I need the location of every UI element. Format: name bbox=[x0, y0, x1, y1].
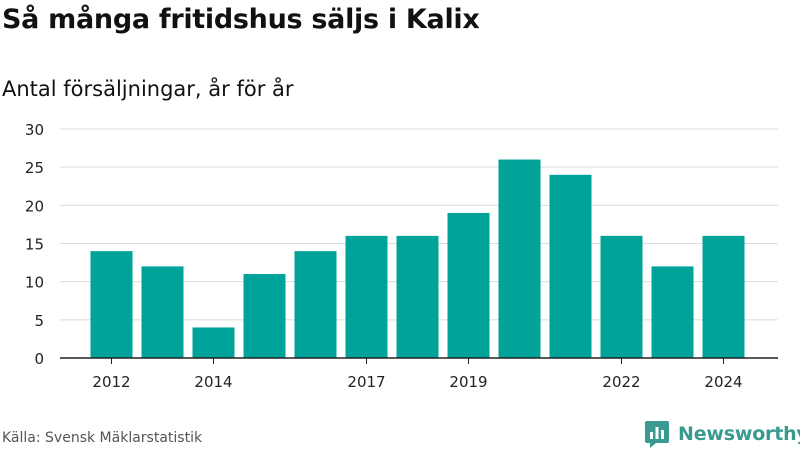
bar-2018 bbox=[396, 235, 439, 358]
x-tick-label: 2019 bbox=[449, 373, 487, 391]
y-tick-label: 25 bbox=[25, 159, 44, 177]
x-tick-label: 2022 bbox=[602, 373, 640, 391]
bar-2024 bbox=[702, 235, 745, 358]
brand-logo: Newsworthy bbox=[644, 419, 800, 449]
bar-2020 bbox=[498, 159, 541, 358]
bar-2023 bbox=[651, 266, 694, 358]
bar-2019 bbox=[447, 212, 490, 358]
x-tick-label: 2017 bbox=[347, 373, 385, 391]
y-tick-label: 5 bbox=[34, 312, 44, 330]
y-tick-label: 10 bbox=[25, 274, 44, 292]
y-tick-label: 20 bbox=[25, 197, 44, 215]
chart-subtitle: Antal försäljningar, år för år bbox=[2, 77, 294, 101]
bar-2016 bbox=[294, 251, 337, 358]
axes: 0 5 10 15 20 25 30 2012 2014 2017 2019 2022 2024 bbox=[25, 121, 778, 391]
x-tick-label: 2024 bbox=[704, 373, 742, 391]
newsworthy-logo-icon bbox=[645, 421, 669, 448]
bar-2015 bbox=[243, 274, 286, 358]
y-tick-label: 30 bbox=[25, 121, 44, 139]
bar-2021 bbox=[549, 174, 592, 358]
source-note: Källa: Svensk Mäklarstatistik bbox=[2, 430, 203, 446]
y-tick-label: 15 bbox=[25, 236, 44, 254]
bar-2013 bbox=[141, 266, 184, 358]
x-tick-label: 2012 bbox=[92, 373, 130, 391]
brand-name: Newsworthy bbox=[678, 423, 800, 445]
bar-2014 bbox=[192, 327, 235, 358]
bar-2017 bbox=[345, 235, 388, 358]
bar-2022 bbox=[600, 235, 643, 358]
bar-2012 bbox=[90, 251, 133, 358]
bars bbox=[90, 159, 745, 358]
y-tick-label: 0 bbox=[34, 350, 44, 368]
chart-title: Så många fritidshus säljs i Kalix bbox=[2, 4, 480, 35]
x-tick-label: 2014 bbox=[194, 373, 232, 391]
